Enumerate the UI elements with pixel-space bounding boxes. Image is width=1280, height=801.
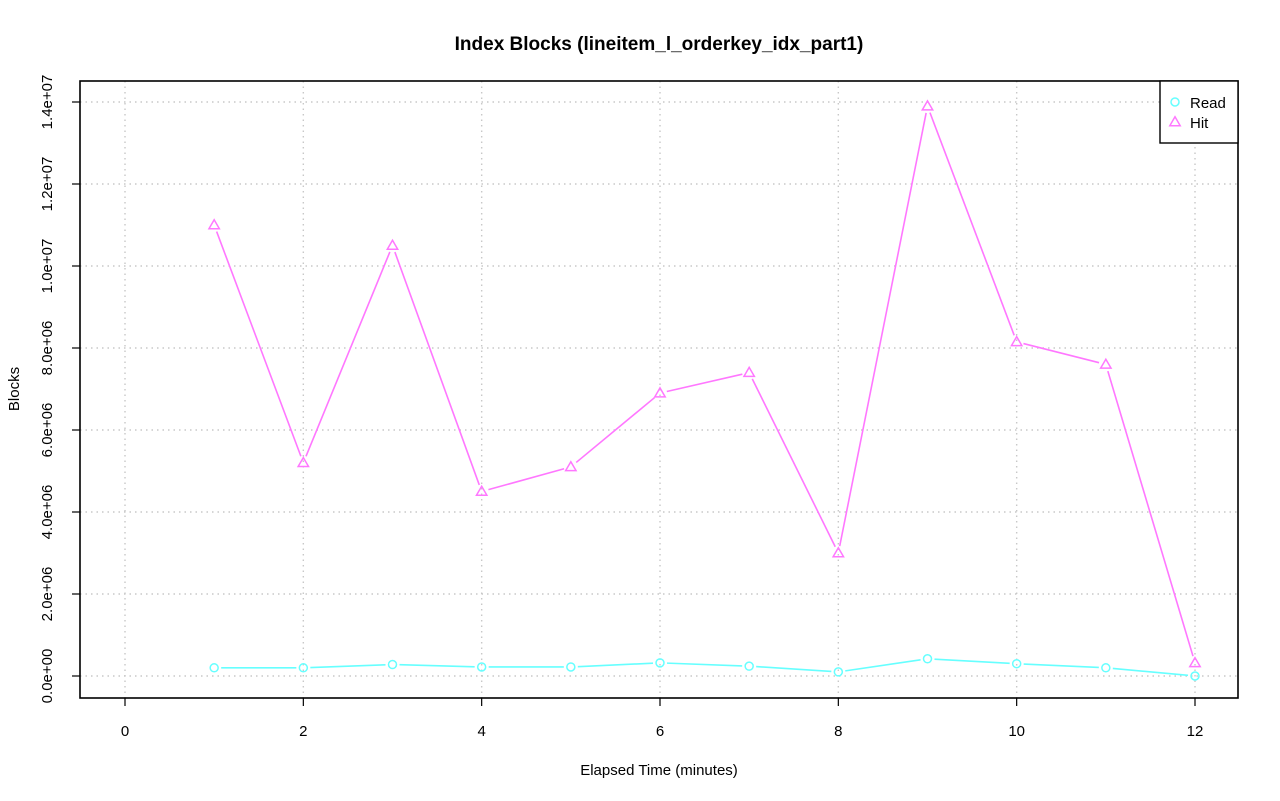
x-tick-label: 10 bbox=[1008, 723, 1025, 740]
series-read-segment bbox=[756, 665, 832, 673]
series-layer bbox=[207, 99, 1202, 681]
series-hit-segment bbox=[394, 251, 481, 486]
y-tick-label: 1.4e+07 bbox=[39, 75, 56, 130]
x-axis-label: Elapsed Time (minutes) bbox=[580, 762, 738, 779]
series-read-point bbox=[1101, 663, 1111, 673]
series-hit-segment bbox=[666, 373, 743, 393]
x-tick-label: 2 bbox=[299, 723, 307, 740]
legend-label-read: Read bbox=[1190, 95, 1226, 112]
series-hit-point bbox=[385, 238, 400, 250]
plot-frame bbox=[79, 80, 1239, 699]
series-hit-point bbox=[475, 484, 489, 496]
series-hit-point bbox=[742, 365, 756, 378]
y-tick-label: 6.0e+06 bbox=[39, 403, 56, 458]
x-tick-label: 0 bbox=[121, 723, 129, 740]
series-read-segment bbox=[399, 663, 475, 668]
series-read-point bbox=[209, 663, 219, 673]
series-read-segment bbox=[310, 663, 386, 669]
series-hit-point bbox=[1099, 357, 1113, 369]
series-read-point bbox=[1190, 671, 1200, 681]
series-read-point bbox=[1011, 658, 1022, 669]
series-read bbox=[209, 654, 1200, 681]
series-hit bbox=[207, 99, 1202, 668]
legend: Read Hit bbox=[1159, 80, 1239, 144]
series-hit-segment bbox=[1023, 342, 1100, 364]
y-tick-label: 4.0e+06 bbox=[39, 485, 56, 540]
y-tick-label: 0.0e+00 bbox=[39, 649, 56, 704]
series-read-segment bbox=[1023, 663, 1099, 669]
series-read-segment bbox=[845, 659, 921, 672]
series-hit-point bbox=[920, 99, 935, 111]
series-read-point bbox=[655, 658, 665, 668]
grid bbox=[80, 81, 1238, 698]
y-tick-label: 1.0e+07 bbox=[39, 239, 56, 294]
y-axis-label: Blocks bbox=[6, 367, 23, 411]
y-tick-label: 2.0e+06 bbox=[39, 567, 56, 622]
series-hit-point bbox=[207, 218, 221, 230]
series-hit-point bbox=[296, 456, 310, 468]
series-read-point bbox=[744, 661, 754, 671]
series-hit-segment bbox=[751, 378, 836, 548]
series-hit-point bbox=[1188, 656, 1202, 668]
series-read-point bbox=[566, 662, 576, 672]
y-axis: 0.0e+00 2.0e+06 4.0e+06 6.0e+06 8.0e+06 1.0e+… bbox=[39, 75, 80, 704]
series-hit-point bbox=[831, 546, 845, 558]
x-tick-label: 8 bbox=[834, 723, 842, 740]
series-hit-point bbox=[564, 460, 578, 472]
series-read-point bbox=[298, 663, 309, 673]
series-hit-segment bbox=[305, 251, 391, 457]
series-hit-segment bbox=[575, 396, 656, 464]
series-read-point bbox=[387, 659, 398, 670]
y-tick-label: 1.2e+07 bbox=[39, 157, 56, 212]
series-hit-point bbox=[1010, 335, 1024, 347]
legend-marker-hit bbox=[1168, 115, 1182, 127]
legend-label-hit: Hit bbox=[1190, 115, 1209, 132]
series-read-point bbox=[922, 654, 933, 664]
series-read-point bbox=[476, 662, 487, 672]
series-read-segment bbox=[666, 662, 743, 667]
series-hit-segment bbox=[215, 231, 302, 457]
series-hit-segment bbox=[929, 112, 1015, 336]
x-axis: 0 2 4 6 8 10 12 bbox=[121, 698, 1204, 740]
legend-box bbox=[1159, 80, 1239, 144]
x-tick-label: 6 bbox=[656, 723, 664, 740]
chart-title: Index Blocks (lineitem_l_orderkey_idx_pa… bbox=[455, 34, 864, 55]
legend-marker-read bbox=[1170, 97, 1180, 107]
x-tick-label: 12 bbox=[1187, 723, 1204, 740]
series-read-segment bbox=[934, 658, 1010, 665]
y-tick-label: 8.0e+06 bbox=[39, 321, 56, 376]
series-read-point bbox=[833, 667, 844, 677]
series-read-segment bbox=[577, 662, 654, 668]
series-hit-segment bbox=[488, 467, 565, 491]
series-read-segment bbox=[1112, 667, 1189, 677]
series-hit-segment bbox=[1107, 370, 1194, 657]
x-tick-label: 4 bbox=[477, 723, 485, 740]
series-hit-segment bbox=[838, 112, 927, 547]
series-hit-point bbox=[653, 386, 667, 398]
